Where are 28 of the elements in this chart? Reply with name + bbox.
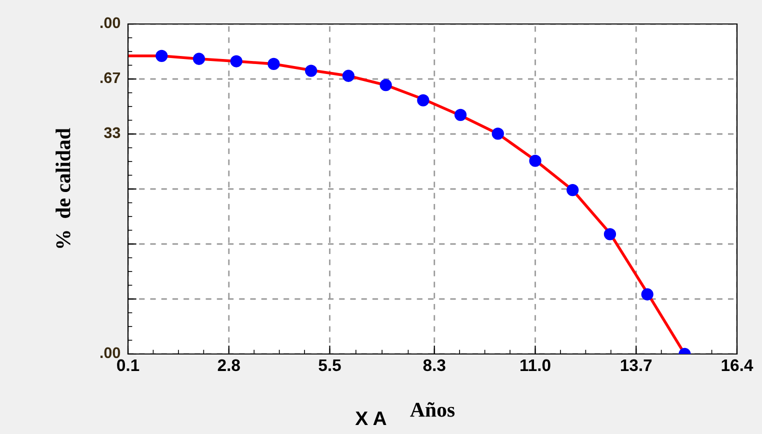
- x-tick-label: 11.0: [520, 359, 550, 372]
- point: [454, 108, 467, 121]
- point: [529, 154, 542, 167]
- text: X A: [355, 412, 386, 426]
- point: [342, 70, 355, 82]
- y-axis-title: % de calidad: [56, 128, 70, 248]
- point: [268, 58, 280, 70]
- x-tick-label: 0.1: [117, 359, 140, 372]
- point: [492, 128, 504, 140]
- point: [641, 288, 654, 300]
- text: .00: [100, 17, 120, 28]
- x-tick-label: 2.8: [218, 359, 240, 372]
- point: [230, 55, 242, 68]
- point: [305, 64, 318, 77]
- x-axis-title: Años: [410, 402, 455, 417]
- x-tick-label: 8.3: [423, 359, 446, 372]
- point: [604, 228, 616, 240]
- x-tick-label: 5.5: [318, 359, 341, 372]
- point: [417, 94, 430, 106]
- x-tick-label: 16.4: [722, 359, 754, 372]
- point: [380, 79, 392, 92]
- x-tick-label: 13.7: [620, 359, 652, 372]
- point: [192, 52, 206, 65]
- text: .67: [100, 72, 120, 84]
- text: 33: [104, 127, 120, 138]
- point: [566, 184, 579, 196]
- point: [156, 50, 168, 62]
- text: .00: [100, 347, 120, 358]
